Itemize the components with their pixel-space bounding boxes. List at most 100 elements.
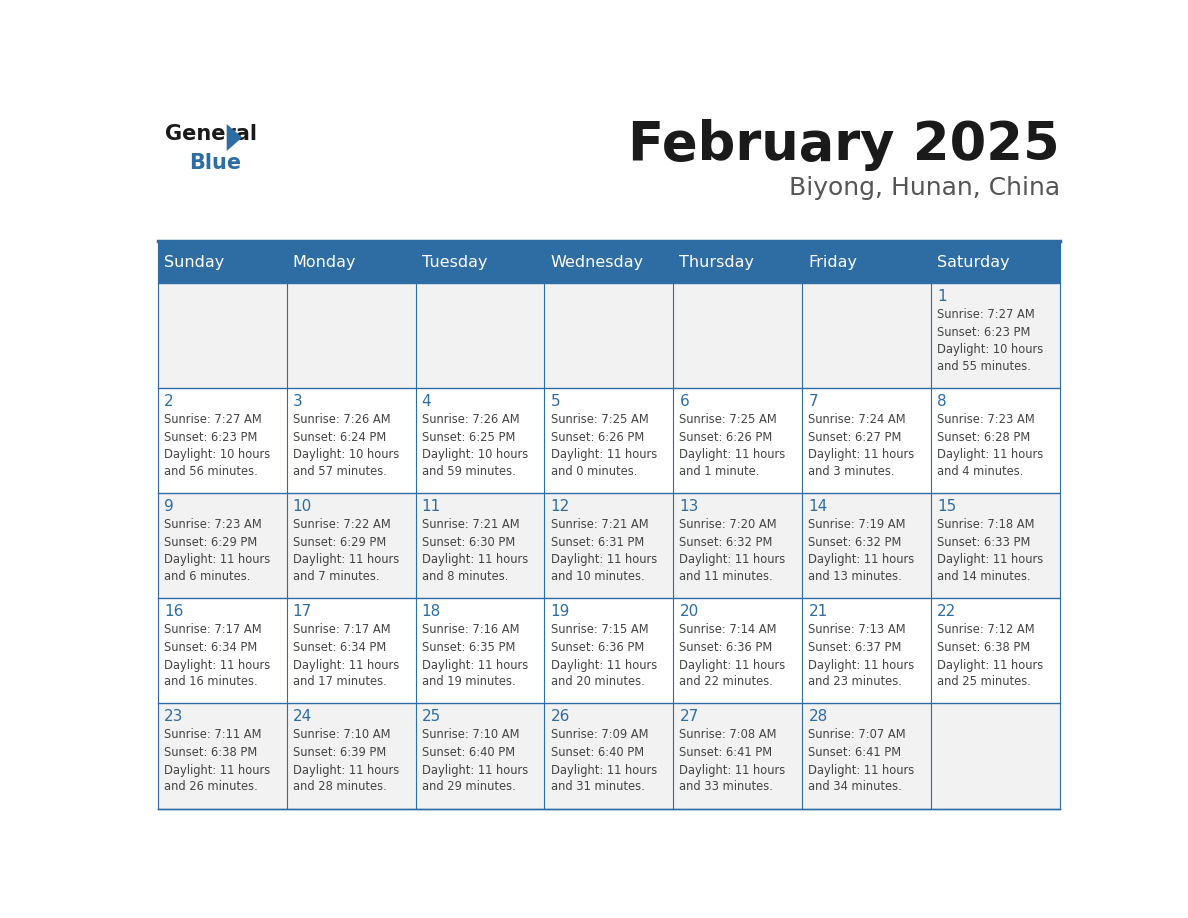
Text: Sunrise: 7:17 AM: Sunrise: 7:17 AM bbox=[292, 623, 391, 636]
Bar bbox=[286, 493, 416, 599]
Text: Daylight: 11 hours: Daylight: 11 hours bbox=[422, 764, 527, 777]
Text: Daylight: 11 hours: Daylight: 11 hours bbox=[680, 764, 785, 777]
Text: 13: 13 bbox=[680, 498, 699, 514]
Text: Sunrise: 7:23 AM: Sunrise: 7:23 AM bbox=[164, 518, 261, 531]
Bar bbox=[544, 241, 674, 284]
Text: Sunrise: 7:13 AM: Sunrise: 7:13 AM bbox=[808, 623, 906, 636]
Bar bbox=[158, 493, 286, 599]
Text: Daylight: 11 hours: Daylight: 11 hours bbox=[292, 764, 399, 777]
Text: and 59 minutes.: and 59 minutes. bbox=[422, 465, 516, 478]
Text: Daylight: 11 hours: Daylight: 11 hours bbox=[937, 554, 1043, 566]
Bar bbox=[416, 493, 544, 599]
Text: 22: 22 bbox=[937, 604, 956, 619]
Text: Sunset: 6:32 PM: Sunset: 6:32 PM bbox=[680, 536, 773, 549]
Text: Sunrise: 7:15 AM: Sunrise: 7:15 AM bbox=[550, 623, 649, 636]
Text: Saturday: Saturday bbox=[937, 254, 1010, 270]
Text: 1: 1 bbox=[937, 289, 947, 304]
Bar bbox=[802, 241, 931, 284]
Text: 7: 7 bbox=[808, 394, 819, 409]
Text: and 17 minutes.: and 17 minutes. bbox=[292, 676, 386, 688]
Text: Sunset: 6:29 PM: Sunset: 6:29 PM bbox=[164, 536, 257, 549]
Text: 4: 4 bbox=[422, 394, 431, 409]
Text: Daylight: 10 hours: Daylight: 10 hours bbox=[292, 448, 399, 462]
Text: Sunrise: 7:25 AM: Sunrise: 7:25 AM bbox=[680, 413, 777, 426]
Text: Blue: Blue bbox=[189, 153, 241, 174]
Text: 26: 26 bbox=[550, 709, 570, 724]
Text: 24: 24 bbox=[292, 709, 312, 724]
Text: Daylight: 11 hours: Daylight: 11 hours bbox=[937, 448, 1043, 462]
Text: Sunrise: 7:17 AM: Sunrise: 7:17 AM bbox=[164, 623, 261, 636]
Text: 23: 23 bbox=[164, 709, 183, 724]
Bar bbox=[544, 493, 674, 599]
Text: Daylight: 11 hours: Daylight: 11 hours bbox=[680, 658, 785, 672]
Text: Sunrise: 7:26 AM: Sunrise: 7:26 AM bbox=[292, 413, 391, 426]
Text: Sunrise: 7:21 AM: Sunrise: 7:21 AM bbox=[422, 518, 519, 531]
Text: and 14 minutes.: and 14 minutes. bbox=[937, 570, 1031, 584]
Bar bbox=[158, 599, 286, 703]
Bar bbox=[674, 493, 802, 599]
Bar bbox=[158, 241, 286, 284]
Bar bbox=[158, 703, 286, 809]
Text: Sunset: 6:37 PM: Sunset: 6:37 PM bbox=[808, 641, 902, 654]
Bar bbox=[802, 493, 931, 599]
Text: Daylight: 11 hours: Daylight: 11 hours bbox=[550, 448, 657, 462]
Bar bbox=[802, 388, 931, 493]
Text: February 2025: February 2025 bbox=[628, 119, 1060, 172]
Text: Daylight: 11 hours: Daylight: 11 hours bbox=[808, 764, 915, 777]
Text: and 4 minutes.: and 4 minutes. bbox=[937, 465, 1024, 478]
Text: Daylight: 10 hours: Daylight: 10 hours bbox=[937, 343, 1043, 356]
Text: Sunset: 6:31 PM: Sunset: 6:31 PM bbox=[550, 536, 644, 549]
Text: Sunrise: 7:27 AM: Sunrise: 7:27 AM bbox=[164, 413, 261, 426]
Bar bbox=[158, 284, 286, 388]
Text: Daylight: 11 hours: Daylight: 11 hours bbox=[550, 658, 657, 672]
Text: Sunrise: 7:10 AM: Sunrise: 7:10 AM bbox=[292, 728, 391, 741]
Text: Daylight: 11 hours: Daylight: 11 hours bbox=[422, 554, 527, 566]
Text: and 7 minutes.: and 7 minutes. bbox=[292, 570, 379, 584]
Text: Sunset: 6:36 PM: Sunset: 6:36 PM bbox=[680, 641, 772, 654]
Text: Daylight: 11 hours: Daylight: 11 hours bbox=[292, 554, 399, 566]
Bar bbox=[674, 388, 802, 493]
Bar bbox=[286, 599, 416, 703]
Text: Friday: Friday bbox=[808, 254, 858, 270]
Text: Sunday: Sunday bbox=[164, 254, 225, 270]
Text: Sunrise: 7:14 AM: Sunrise: 7:14 AM bbox=[680, 623, 777, 636]
Text: Daylight: 11 hours: Daylight: 11 hours bbox=[937, 658, 1043, 672]
Text: Sunset: 6:41 PM: Sunset: 6:41 PM bbox=[680, 745, 772, 759]
Text: Sunset: 6:28 PM: Sunset: 6:28 PM bbox=[937, 431, 1030, 443]
Text: Sunrise: 7:10 AM: Sunrise: 7:10 AM bbox=[422, 728, 519, 741]
Text: 5: 5 bbox=[550, 394, 561, 409]
Text: 2: 2 bbox=[164, 394, 173, 409]
Text: and 55 minutes.: and 55 minutes. bbox=[937, 361, 1031, 374]
Text: Daylight: 11 hours: Daylight: 11 hours bbox=[808, 448, 915, 462]
Text: Sunset: 6:38 PM: Sunset: 6:38 PM bbox=[164, 745, 257, 759]
Text: and 22 minutes.: and 22 minutes. bbox=[680, 676, 773, 688]
Text: Sunrise: 7:27 AM: Sunrise: 7:27 AM bbox=[937, 308, 1035, 321]
Text: Daylight: 11 hours: Daylight: 11 hours bbox=[164, 658, 270, 672]
Text: 18: 18 bbox=[422, 604, 441, 619]
Bar bbox=[802, 599, 931, 703]
Bar bbox=[416, 599, 544, 703]
Text: 16: 16 bbox=[164, 604, 183, 619]
Bar bbox=[286, 703, 416, 809]
Text: Sunset: 6:38 PM: Sunset: 6:38 PM bbox=[937, 641, 1030, 654]
Text: 21: 21 bbox=[808, 604, 828, 619]
Bar bbox=[931, 388, 1060, 493]
Bar bbox=[544, 284, 674, 388]
Bar bbox=[286, 241, 416, 284]
Text: and 23 minutes.: and 23 minutes. bbox=[808, 676, 902, 688]
Text: and 20 minutes.: and 20 minutes. bbox=[550, 676, 644, 688]
Text: 9: 9 bbox=[164, 498, 173, 514]
Text: Biyong, Hunan, China: Biyong, Hunan, China bbox=[789, 175, 1060, 199]
Text: Sunset: 6:35 PM: Sunset: 6:35 PM bbox=[422, 641, 516, 654]
Text: Daylight: 11 hours: Daylight: 11 hours bbox=[164, 554, 270, 566]
Bar bbox=[931, 703, 1060, 809]
Text: and 28 minutes.: and 28 minutes. bbox=[292, 780, 386, 793]
Text: and 6 minutes.: and 6 minutes. bbox=[164, 570, 251, 584]
Text: 10: 10 bbox=[292, 498, 312, 514]
Text: Sunrise: 7:19 AM: Sunrise: 7:19 AM bbox=[808, 518, 906, 531]
Text: 6: 6 bbox=[680, 394, 689, 409]
Text: Sunrise: 7:25 AM: Sunrise: 7:25 AM bbox=[550, 413, 649, 426]
Text: Daylight: 11 hours: Daylight: 11 hours bbox=[680, 554, 785, 566]
Text: 3: 3 bbox=[292, 394, 303, 409]
Text: Daylight: 11 hours: Daylight: 11 hours bbox=[422, 658, 527, 672]
